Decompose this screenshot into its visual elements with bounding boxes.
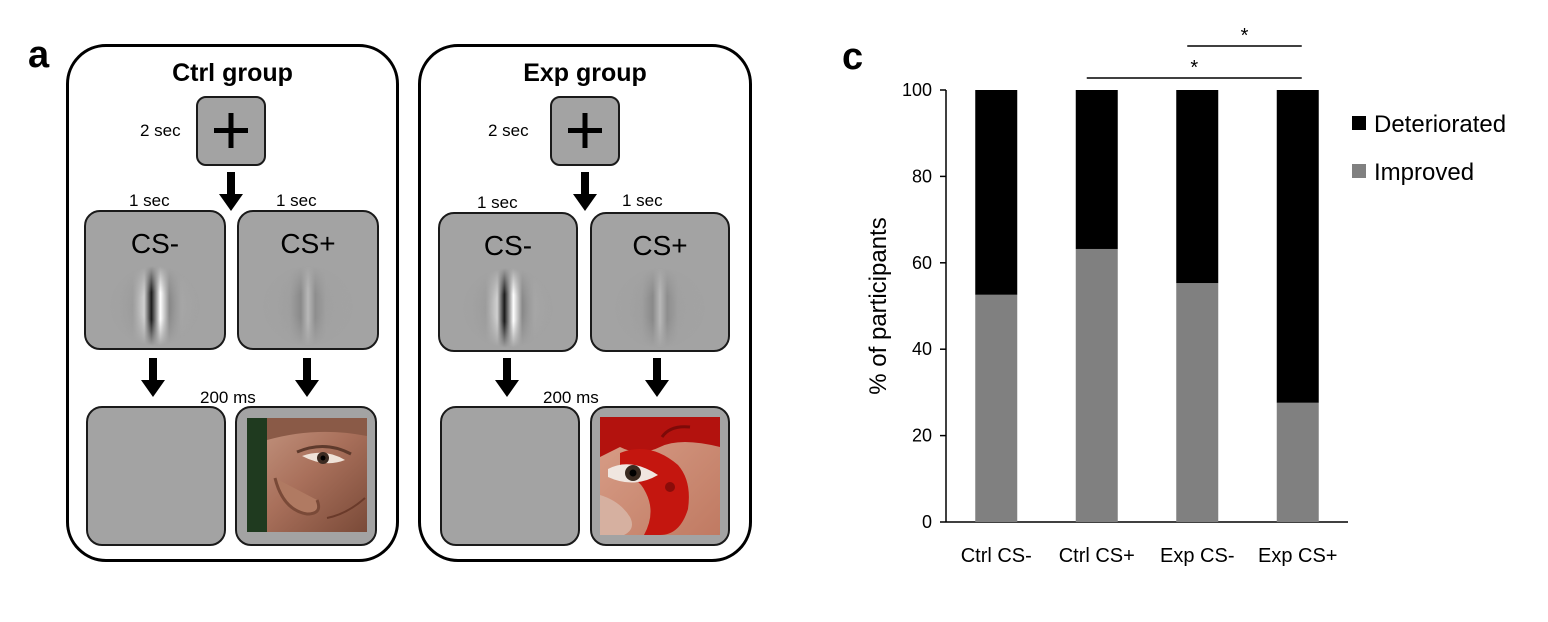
legend-label-improved: Improved	[1374, 159, 1474, 186]
significance-star: *	[1241, 25, 1249, 47]
significance-star: *	[1190, 57, 1198, 79]
exp-group-title: Exp group	[523, 59, 647, 87]
exp-cs-plus-time: 1 sec	[622, 191, 663, 210]
ctrl-cs-plus-time: 1 sec	[276, 191, 317, 210]
down-arrow-icon	[573, 172, 597, 211]
bar-improved	[1176, 283, 1219, 522]
bloody-face-photo	[600, 417, 720, 535]
down-arrow-icon	[141, 358, 165, 397]
ctrl-group-title: Ctrl group	[172, 59, 293, 87]
y-tick-label: 100	[902, 80, 932, 100]
bar-improved	[1075, 248, 1118, 522]
y-tick-label: 40	[912, 339, 932, 359]
plus-icon	[568, 113, 602, 148]
exp-fixation-screen	[550, 96, 620, 166]
bar-deteriorated	[1176, 90, 1219, 284]
plus-icon	[214, 113, 248, 148]
ctrl-photo-screen	[235, 406, 377, 546]
x-tick-label: Ctrl CS-	[961, 545, 1032, 567]
exp-fixation-time: 2 sec	[488, 121, 529, 140]
exp-cs-minus-screen: CS-	[438, 212, 578, 352]
panel-a-letter: a	[28, 34, 50, 76]
ctrl-cs-plus-label: CS+	[280, 228, 336, 259]
exp-photo-screen	[590, 406, 730, 546]
gabor-patch	[110, 266, 200, 346]
gabor-patch	[263, 266, 353, 346]
x-tick-label: Exp CS-	[1160, 545, 1234, 567]
exp-cs-minus-label: CS-	[483, 230, 533, 261]
bar-improved	[1276, 402, 1319, 522]
ctrl-cs-minus-screen: CS-	[84, 210, 226, 350]
gabor-patch	[463, 268, 553, 348]
down-arrow-icon	[219, 172, 243, 211]
down-arrow-icon	[495, 358, 519, 397]
x-tick-label: Exp CS+	[1258, 545, 1337, 567]
ctrl-cs-plus-screen: CS+	[237, 210, 379, 350]
bar-improved	[975, 294, 1018, 522]
exp-cs-minus-time: 1 sec	[477, 193, 518, 212]
down-arrow-icon	[645, 358, 669, 397]
stacked-bar-chart: 0 20 40 60 80 100 % of participants Ctrl CS- Ctr…	[865, 25, 1506, 567]
legend-swatch-deteriorated	[1352, 116, 1366, 130]
gabor-patch	[615, 268, 705, 348]
exp-outcome-time: 200 ms	[543, 388, 599, 407]
y-tick-label: 20	[912, 426, 932, 446]
exp-blank-screen	[440, 406, 580, 546]
bar-deteriorated	[1075, 90, 1118, 249]
ctrl-cs-minus-label: CS-	[130, 228, 180, 259]
neutral-face-photo	[247, 418, 367, 532]
y-axis-label: % of participants	[865, 217, 892, 394]
y-tick-label: 60	[912, 253, 932, 273]
ctrl-fixation-screen	[196, 96, 266, 166]
ctrl-fixation-time: 2 sec	[140, 121, 181, 140]
legend-swatch-improved	[1352, 164, 1366, 178]
ctrl-outcome-time: 200 ms	[200, 388, 256, 407]
x-tick-label: Ctrl CS+	[1059, 545, 1135, 567]
y-tick-label: 80	[912, 166, 932, 186]
bar-deteriorated	[975, 90, 1018, 295]
panel-c-letter: c	[842, 36, 864, 78]
down-arrow-icon	[295, 358, 319, 397]
legend-label-deteriorated: Deteriorated	[1374, 111, 1506, 138]
bar-deteriorated	[1276, 90, 1319, 403]
ctrl-cs-minus-time: 1 sec	[129, 191, 170, 210]
ctrl-blank-screen	[86, 406, 226, 546]
exp-cs-plus-label: CS+	[632, 230, 688, 261]
y-tick-label: 0	[922, 512, 932, 532]
exp-cs-plus-screen: CS+	[590, 212, 730, 352]
